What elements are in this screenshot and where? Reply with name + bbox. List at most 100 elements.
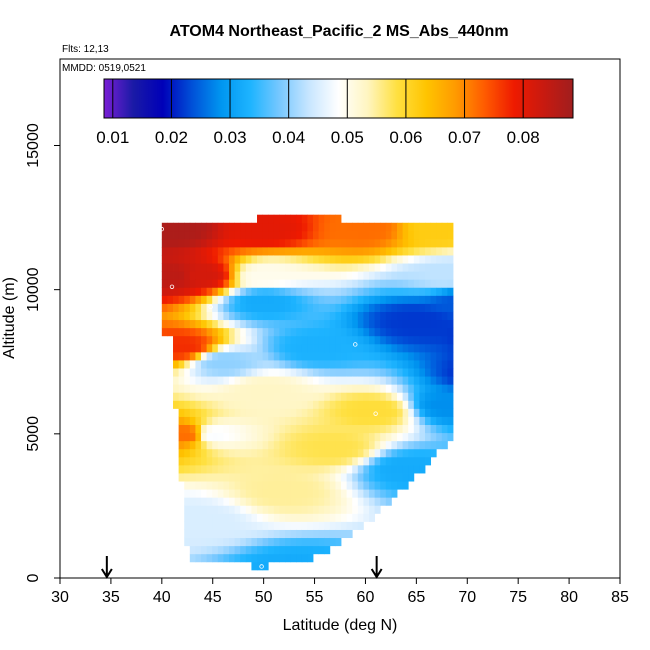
- heatmap-cell: [391, 230, 398, 240]
- heatmap-cell: [425, 246, 432, 256]
- heatmap-cell: [374, 392, 381, 401]
- heatmap-cell: [178, 222, 185, 232]
- heatmap-cell: [212, 464, 219, 474]
- heatmap-cell: [273, 416, 280, 426]
- heatmap-cell: [430, 271, 437, 280]
- heatmap-cell: [329, 408, 336, 417]
- heatmap-cell: [357, 400, 364, 409]
- heatmap-cell: [178, 263, 185, 272]
- heatmap-cell: [324, 456, 331, 466]
- heatmap-cell: [184, 335, 191, 345]
- heatmap-cell: [178, 230, 185, 240]
- heatmap-cell: [369, 456, 376, 466]
- heatmap-cell: [335, 351, 342, 361]
- heatmap-cell: [397, 327, 404, 337]
- date-label: MMDD: 0519,0521: [62, 63, 146, 74]
- heatmap-cell: [245, 473, 252, 482]
- heatmap-cell: [262, 464, 269, 474]
- heatmap-cell: [206, 416, 213, 426]
- heatmap-cell: [245, 311, 252, 321]
- heatmap-cell: [234, 376, 241, 385]
- x-tick-label: 85: [611, 589, 629, 606]
- heatmap-cell: [352, 376, 359, 385]
- heatmap-cell: [402, 473, 409, 482]
- heatmap-cell: [413, 303, 420, 312]
- heatmap-cell: [430, 246, 437, 256]
- heatmap-cell: [229, 400, 236, 409]
- heatmap-cell: [167, 327, 174, 337]
- heatmap-cell: [262, 214, 269, 224]
- heatmap-cell: [167, 230, 174, 240]
- heatmap-cell: [369, 464, 376, 474]
- heatmap-cell: [206, 553, 213, 563]
- heatmap-cell: [374, 319, 381, 329]
- heatmap-cell: [229, 335, 236, 345]
- heatmap-cell: [262, 271, 269, 280]
- heatmap-cell: [173, 319, 180, 329]
- heatmap-cell: [346, 384, 353, 393]
- colorbar-tick-label: 0.07: [448, 128, 481, 147]
- heatmap-cell: [290, 279, 297, 288]
- heatmap-cell: [363, 481, 370, 490]
- heatmap-cell: [173, 230, 180, 240]
- heatmap-cell: [201, 464, 208, 474]
- heatmap-cell: [335, 222, 342, 232]
- colorbar: [103, 78, 574, 119]
- heatmap-cell: [425, 335, 432, 345]
- heatmap-cell: [285, 481, 292, 490]
- heatmap-cell: [178, 464, 185, 474]
- heatmap-cell: [385, 408, 392, 417]
- heatmap-cell: [413, 335, 420, 345]
- heatmap-cell: [447, 222, 454, 232]
- heatmap-cell: [189, 392, 196, 401]
- heatmap-cell: [408, 263, 415, 272]
- heatmap-cell: [223, 279, 230, 288]
- heatmap-cell: [229, 545, 236, 555]
- heatmap-cell: [374, 279, 381, 288]
- heatmap-cell: [397, 238, 404, 248]
- heatmap-cell: [206, 505, 213, 514]
- heatmap-cell: [212, 529, 219, 539]
- heatmap-cell: [307, 424, 314, 434]
- heatmap-cell: [245, 529, 252, 539]
- heatmap-cell: [329, 343, 336, 353]
- heatmap-cell: [436, 351, 443, 361]
- heatmap-cell: [240, 279, 247, 288]
- heatmap-cell: [329, 279, 336, 288]
- heatmap-cell: [296, 473, 303, 482]
- heatmap-cell: [279, 497, 286, 506]
- heatmap-cell: [357, 392, 364, 401]
- heatmap-cell: [397, 246, 404, 256]
- heatmap-cell: [212, 246, 219, 256]
- heatmap-cell: [240, 360, 247, 369]
- heatmap-cell: [223, 529, 230, 539]
- heatmap-cell: [189, 368, 196, 377]
- heatmap-cell: [257, 505, 264, 514]
- heatmap-cell: [385, 440, 392, 450]
- heatmap-cell: [397, 384, 404, 393]
- heatmap-cell: [285, 553, 292, 563]
- x-tick-label: 40: [153, 589, 171, 606]
- heatmap-cell: [374, 343, 381, 353]
- heatmap-cell: [212, 303, 219, 312]
- heatmap-cell: [307, 311, 314, 321]
- heatmap-cell: [419, 400, 426, 409]
- heatmap-cell: [318, 392, 325, 401]
- heatmap-cell: [229, 287, 236, 296]
- heatmap-cell: [307, 335, 314, 345]
- heatmap-cell: [380, 311, 387, 321]
- heatmap-cell: [391, 376, 398, 385]
- heatmap-cell: [257, 400, 264, 409]
- heatmap-cell: [324, 432, 331, 442]
- heatmap-cell: [189, 351, 196, 361]
- heatmap-cell: [352, 521, 359, 530]
- heatmap-cell: [408, 255, 415, 264]
- heatmap-cell: [318, 440, 325, 450]
- heatmap-cell: [240, 255, 247, 264]
- heatmap-cell: [397, 311, 404, 321]
- heatmap-cell: [257, 553, 264, 563]
- heatmap-cell: [189, 513, 196, 522]
- heatmap-cell: [173, 368, 180, 377]
- heatmap-cell: [240, 497, 247, 506]
- heatmap-cell: [346, 319, 353, 329]
